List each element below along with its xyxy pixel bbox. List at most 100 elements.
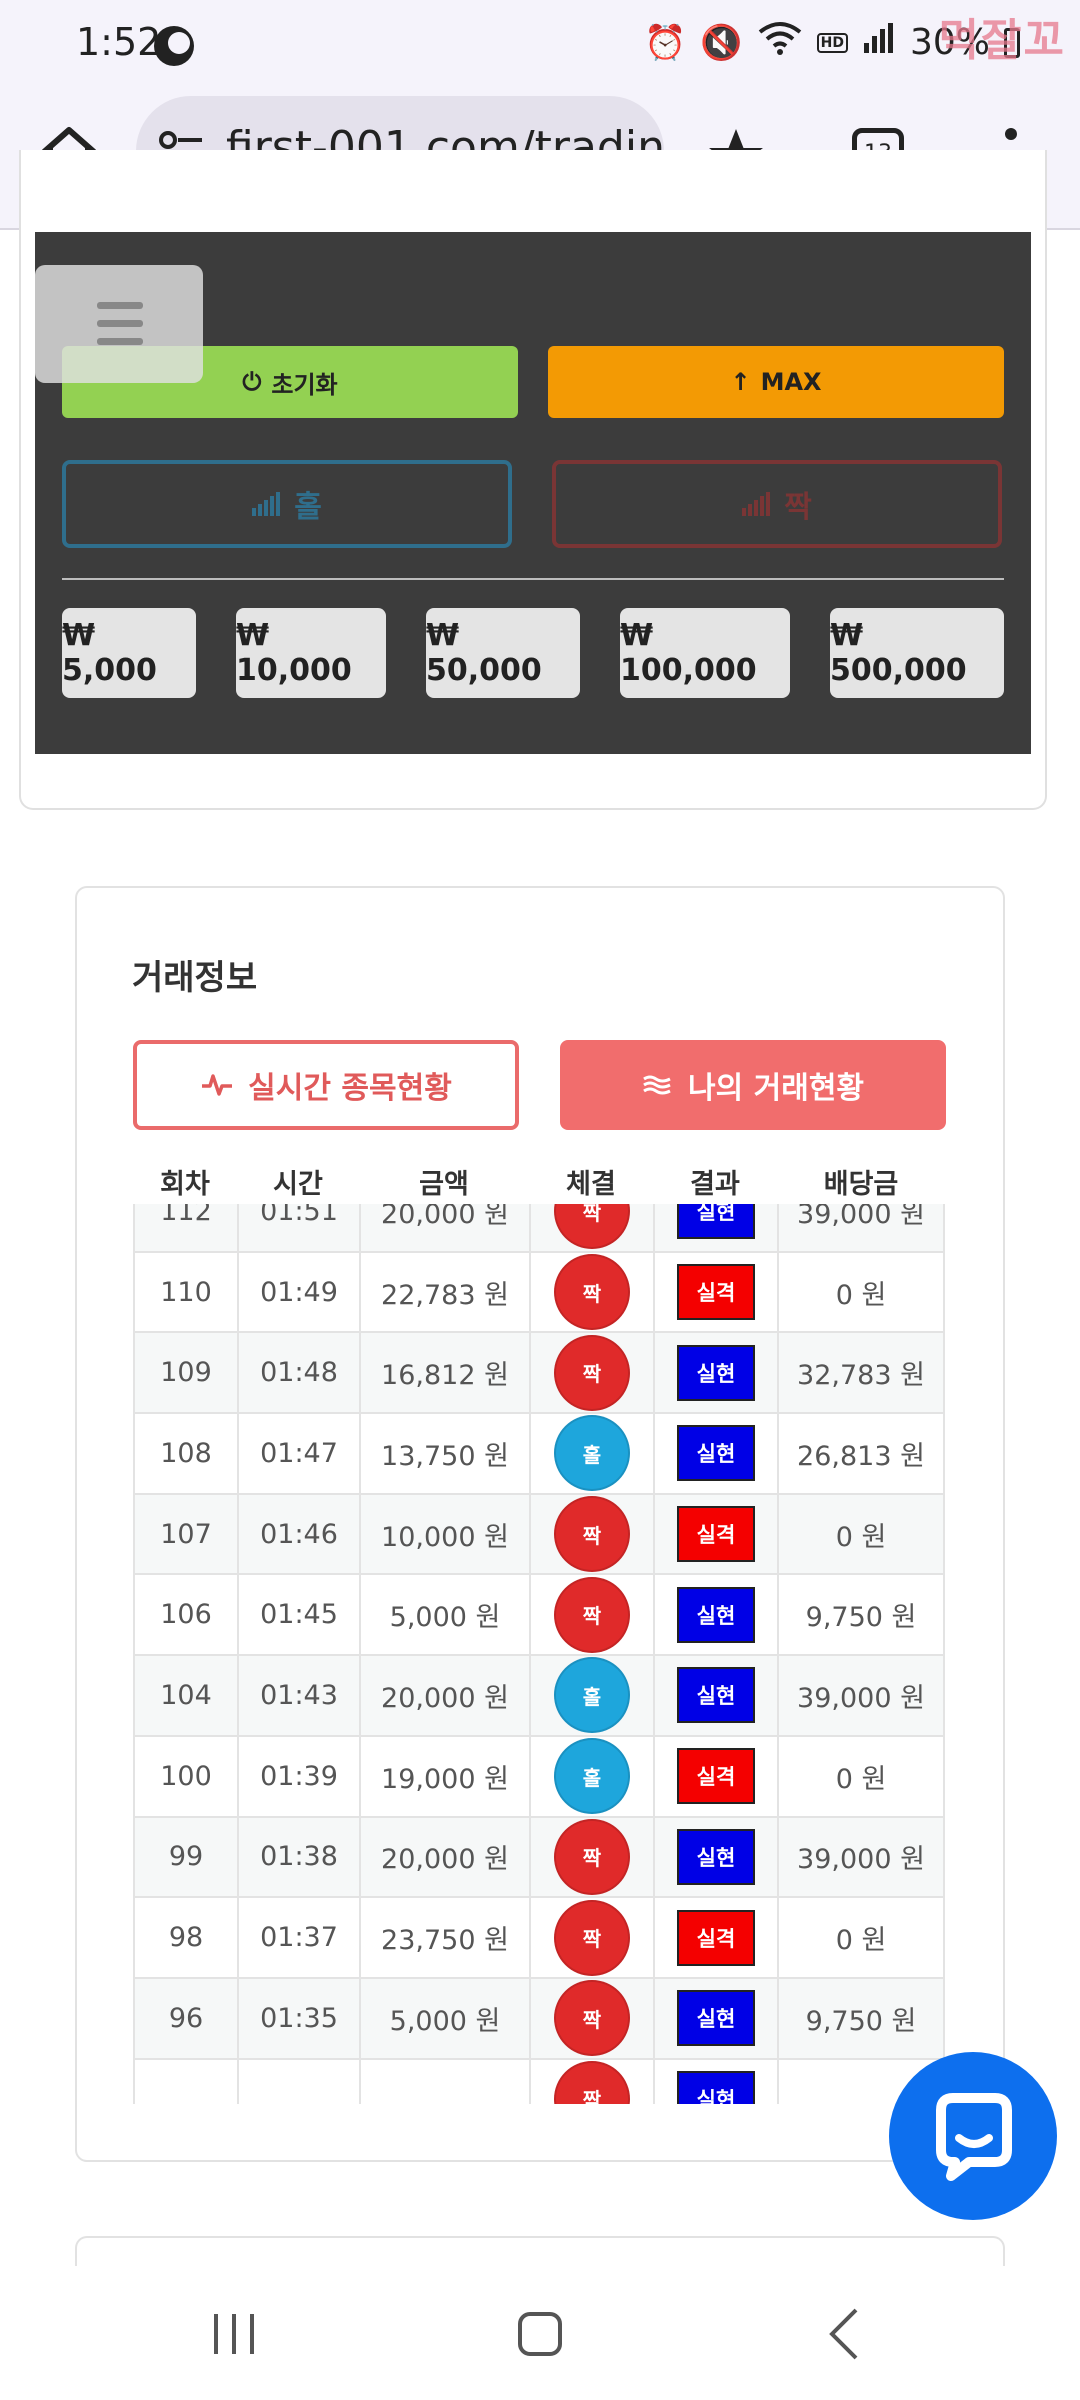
table-row: 109 01:48 16,812 원 짝 실현 32,783 원 xyxy=(133,1331,945,1413)
odd-bet-button[interactable]: 홀 xyxy=(62,460,512,548)
trade-table-header: 회차 시간 금액 체결 결과 배당금 xyxy=(133,1158,945,1204)
mute-icon: 🔇 xyxy=(700,22,743,63)
pick-ball: 짝 xyxy=(554,1899,630,1976)
pick-cell: 짝 xyxy=(529,2059,653,2104)
max-button[interactable]: ↑ MAX xyxy=(548,346,1004,418)
even-bet-button[interactable]: 짝 xyxy=(552,460,1002,548)
table-row: 107 01:46 10,000 원 짝 실격 0 원 xyxy=(133,1492,945,1574)
pick-cell: 짝 xyxy=(529,1252,653,1332)
time-cell: 01:38 xyxy=(237,1817,359,1897)
system-home-button[interactable] xyxy=(518,2312,562,2356)
result-badge: 실격 xyxy=(677,1506,755,1563)
hd-voice-icon: HD xyxy=(816,32,848,53)
trade-table[interactable]: 112 01:51 20,000 원 짝 실현 39,000 원 110 01:49 22,78… xyxy=(133,1204,945,2104)
result-cell: 실격 xyxy=(653,1252,777,1332)
amount-cell: 19,000 원 xyxy=(359,1736,529,1816)
amount-50000-button[interactable]: ₩ 50,000 xyxy=(426,608,580,698)
table-row: 112 01:51 20,000 원 짝 실현 39,000 원 xyxy=(133,1204,945,1251)
battery-icon xyxy=(1004,27,1020,58)
payout-cell: 9,750 원 xyxy=(777,1575,945,1655)
max-label: MAX xyxy=(760,368,822,396)
system-back-button[interactable] xyxy=(826,2306,862,2362)
result-cell: 실현 xyxy=(653,1817,777,1897)
amount-cell: 23,750 원 xyxy=(359,1898,529,1977)
column-header-result: 결과 xyxy=(690,1169,740,1200)
amount-cell: 22,783 원 xyxy=(359,1252,529,1332)
amount-cell: 5,000 원 xyxy=(359,1575,529,1655)
result-cell: 실격 xyxy=(653,1494,777,1574)
result-badge: 실현 xyxy=(677,1667,755,1724)
amount-cell: 5,000 원 xyxy=(359,1978,529,2058)
table-row: 110 01:49 22,783 원 짝 실격 0 원 xyxy=(133,1250,945,1332)
amount-cell: 20,000 원 xyxy=(359,1817,529,1897)
result-cell: 실현 xyxy=(653,2059,777,2104)
table-row: 100 01:39 19,000 원 홀 실격 0 원 xyxy=(133,1734,945,1816)
pick-cell: 홀 xyxy=(529,1656,653,1735)
time-cell: 01:48 xyxy=(237,1333,359,1413)
pulse-icon xyxy=(202,1074,233,1096)
amount-5000-button[interactable]: ₩ 5,000 xyxy=(62,608,196,698)
hamburger-icon xyxy=(97,302,143,309)
payout-cell: 32,783 원 xyxy=(777,1333,945,1413)
pick-ball: 짝 xyxy=(554,1204,630,1250)
pick-cell: 짝 xyxy=(529,1817,653,1897)
odd-label: 홀 xyxy=(294,490,322,525)
round-cell: 100 xyxy=(133,1736,237,1816)
pick-ball: 짝 xyxy=(554,1818,630,1895)
amount-100000-button[interactable]: ₩ 100,000 xyxy=(620,608,790,698)
round-cell xyxy=(133,2059,237,2104)
pick-cell: 홀 xyxy=(529,1414,653,1493)
time-cell: 01:39 xyxy=(237,1736,359,1816)
pick-cell: 짝 xyxy=(529,1898,653,1977)
tab-my-trades[interactable]: 나의 거래현황 xyxy=(560,1040,946,1130)
chat-bubble-icon xyxy=(936,2093,1012,2181)
tab-realtime-status[interactable]: 실시간 종목현황 xyxy=(133,1040,519,1130)
result-cell: 실격 xyxy=(653,1736,777,1816)
round-cell: 104 xyxy=(133,1656,237,1735)
amount-10000-button[interactable]: ₩ 10,000 xyxy=(236,608,386,698)
amount-cell: 10,000 원 xyxy=(359,1494,529,1574)
pick-cell: 짝 xyxy=(529,1978,653,2058)
pick-ball: 홀 xyxy=(554,1738,630,1815)
result-cell: 실현 xyxy=(653,1575,777,1655)
result-badge: 실현 xyxy=(677,1828,755,1885)
trade-rows: 112 01:51 20,000 원 짝 실현 39,000 원 110 01:49 22,78… xyxy=(133,1204,945,2104)
column-header-amount: 금액 xyxy=(419,1169,469,1200)
recent-apps-button[interactable] xyxy=(214,2314,258,2354)
column-header-pick: 체결 xyxy=(566,1169,616,1200)
next-card xyxy=(75,2236,1005,2276)
result-cell: 실현 xyxy=(653,1656,777,1735)
result-badge: 실격 xyxy=(677,1909,755,1966)
result-badge: 실현 xyxy=(677,1204,755,1240)
time-cell: 01:46 xyxy=(237,1494,359,1574)
amount-500000-button[interactable]: ₩ 500,000 xyxy=(830,608,1004,698)
hamburger-icon xyxy=(97,320,143,327)
arrow-up-icon: ↑ xyxy=(730,368,751,396)
back-arrow-icon xyxy=(829,2308,858,2360)
result-badge: 실격 xyxy=(677,1264,755,1321)
dot-icon xyxy=(1005,128,1017,140)
pick-ball: 짝 xyxy=(554,1980,630,2057)
pick-cell: 짝 xyxy=(529,1204,653,1251)
time-cell: 01:45 xyxy=(237,1575,359,1655)
signal-bars-icon xyxy=(252,492,281,516)
menu-button[interactable] xyxy=(35,265,203,383)
pick-ball: 짝 xyxy=(554,2060,630,2104)
payout-cell: 0 원 xyxy=(777,1736,945,1816)
round-cell: 99 xyxy=(133,1817,237,1897)
round-cell: 107 xyxy=(133,1494,237,1574)
live-chat-button[interactable] xyxy=(889,2052,1057,2220)
result-cell: 실현 xyxy=(653,1414,777,1493)
result-badge: 실격 xyxy=(677,1748,755,1805)
payout-cell: 39,000 원 xyxy=(777,1204,945,1251)
amount-cell: 20,000 원 xyxy=(359,1204,529,1251)
result-badge: 실현 xyxy=(677,1990,755,2047)
divider xyxy=(62,578,1004,580)
result-badge: 실현 xyxy=(677,1586,755,1643)
payout-cell: 39,000 원 xyxy=(777,1656,945,1735)
battery-level: 30% xyxy=(909,22,990,63)
table-row: 104 01:43 20,000 원 홀 실현 39,000 원 xyxy=(133,1654,945,1735)
do-not-disturb-icon xyxy=(154,26,194,66)
status-bar: 1:52 ⏰ 🔇 HD 30% 먹잘꼬 xyxy=(0,0,1080,88)
table-row: 108 01:47 13,750 원 홀 실현 26,813 원 xyxy=(133,1412,945,1493)
